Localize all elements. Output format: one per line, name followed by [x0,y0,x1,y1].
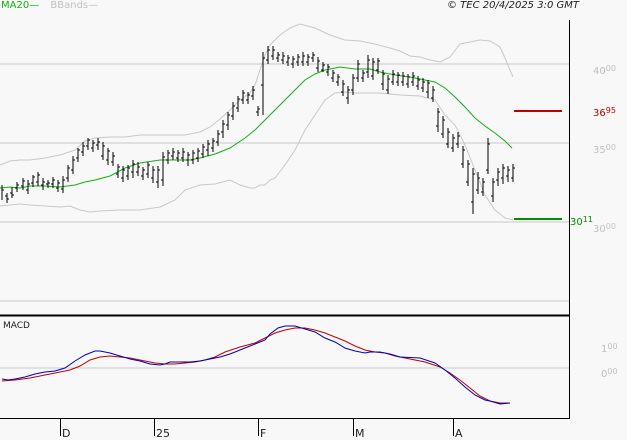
bband-upper-line [0,23,514,166]
bband-lower-line [0,91,514,221]
chart-legend: MA20— BBands— [1,0,98,12]
macd-main-line [1,325,511,405]
price-tick-4000: 4000 [593,64,616,77]
macd-signal-line [1,327,510,404]
resistance-level-label: 3695 [593,106,616,119]
price-tick-3500: 3500 [593,143,616,156]
x-label-f: F [260,427,267,440]
support-level-label: 3011 [570,215,593,228]
price-bars [1,46,515,214]
legend-bbands: BBands— [50,0,99,11]
price-tick-3000: 3000 [593,222,616,235]
x-label-25: 25 [156,427,170,440]
x-label-a: A [455,427,463,440]
macd-panel-title: MACD [3,321,30,331]
macd-tick-1: 100 [601,342,618,355]
legend-ma20: MA20— [1,0,40,11]
x-label-m: M [355,427,365,440]
ma20-line [0,66,513,189]
chart-credit: © TEC 20/4/2025 3:0 GMT [447,0,579,11]
macd-tick-0: 000 [601,367,618,380]
x-label-d: D [62,427,71,440]
